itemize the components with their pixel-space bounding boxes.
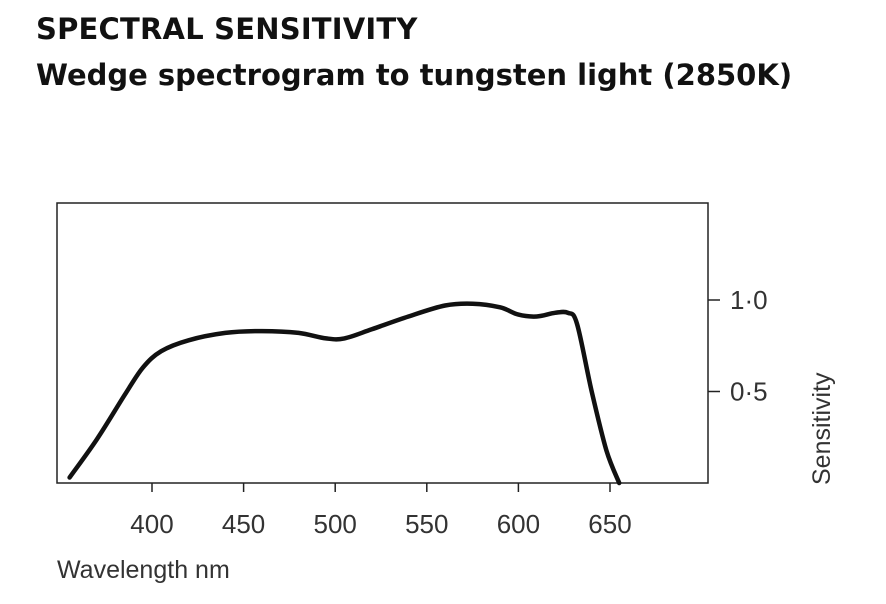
x-tick-label-550: 550	[405, 509, 448, 539]
x-tick-label-400: 400	[130, 509, 173, 539]
x-axis-label: Wavelength nm	[57, 556, 230, 584]
x-tick-label-650: 650	[588, 509, 631, 539]
x-axis-ticks: 400 450 500 550 600 650	[130, 483, 632, 539]
x-tick-label-450: 450	[222, 509, 265, 539]
series-group	[67, 301, 622, 486]
y-tick-label-0: 0·5	[730, 377, 768, 407]
chart-title: SPECTRAL SENSITIVITY	[36, 12, 418, 46]
sensitivity-curve-0	[67, 301, 622, 486]
plot-frame	[56, 202, 709, 484]
x-tick-label-500: 500	[314, 509, 357, 539]
y-tick-label-1: 1·0	[730, 285, 768, 315]
y-axis-label: Sensitivity	[808, 372, 836, 485]
chart-subtitle: Wedge spectrogram to tungsten light (285…	[36, 58, 793, 92]
y-axis-ticks: 0·5 1·0	[708, 285, 768, 407]
x-tick-label-600: 600	[497, 509, 540, 539]
